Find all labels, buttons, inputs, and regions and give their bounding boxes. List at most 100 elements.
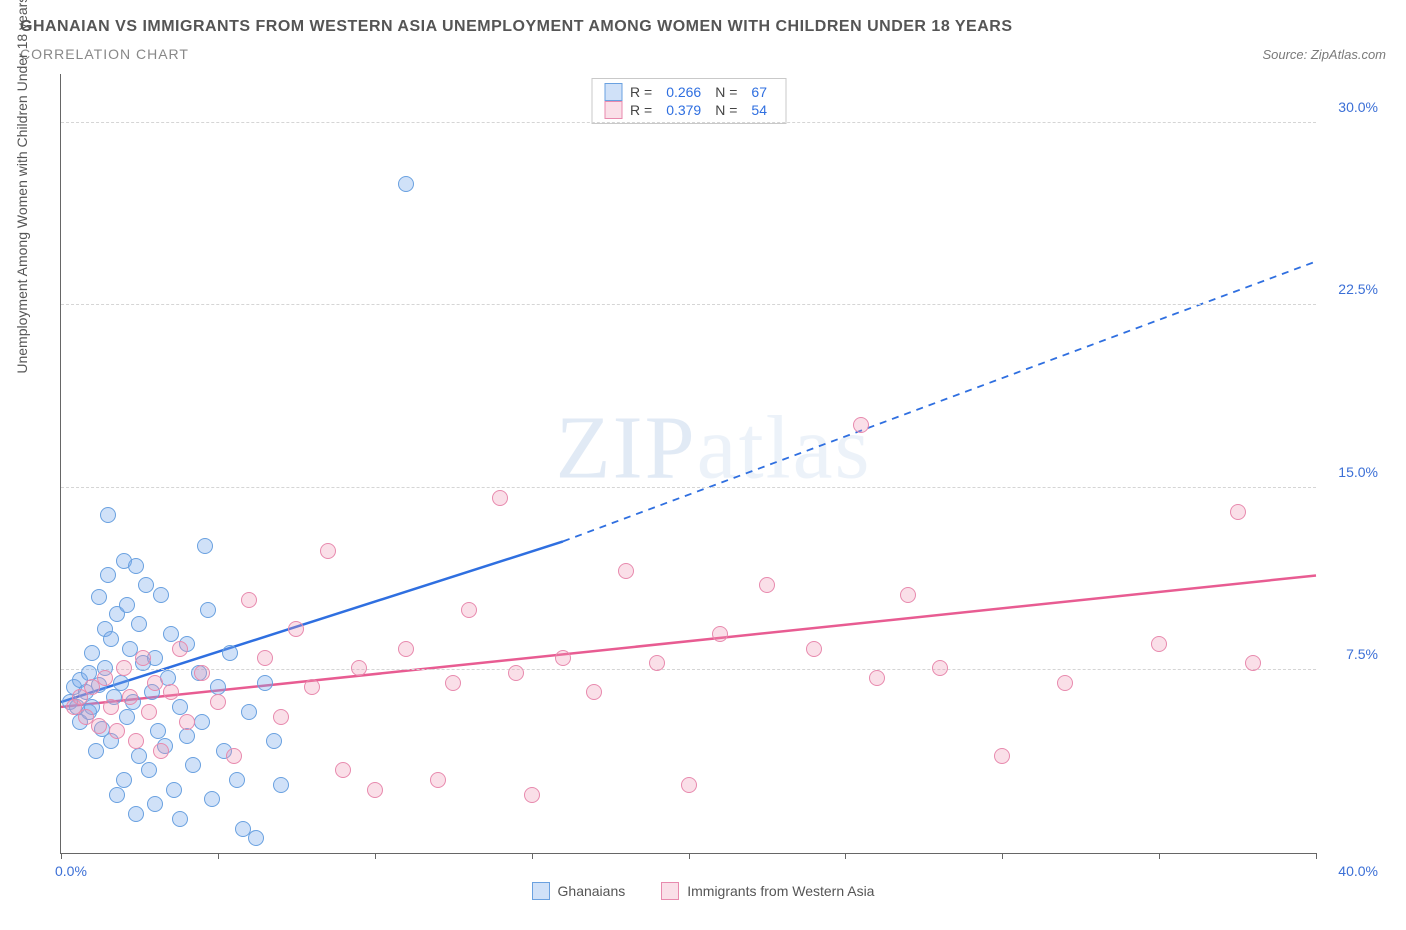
data-point (335, 762, 351, 778)
data-point (138, 577, 154, 593)
data-point (131, 748, 147, 764)
data-point (109, 723, 125, 739)
data-point (257, 675, 273, 691)
data-point (1151, 636, 1167, 652)
data-point (103, 631, 119, 647)
data-point (109, 787, 125, 803)
data-point (179, 714, 195, 730)
data-point (128, 806, 144, 822)
legend-label-ghanaians: Ghanaians (558, 883, 626, 899)
legend-label-western-asia: Immigrants from Western Asia (687, 883, 874, 899)
x-tick (1159, 853, 1160, 859)
data-point (759, 577, 775, 593)
data-point (618, 563, 634, 579)
gridline (61, 304, 1316, 305)
data-point (248, 830, 264, 846)
data-point (147, 796, 163, 812)
data-point (492, 490, 508, 506)
series-legend: Ghanaians Immigrants from Western Asia (20, 882, 1386, 900)
data-point (179, 728, 195, 744)
data-point (222, 645, 238, 661)
data-point (853, 417, 869, 433)
data-point (147, 675, 163, 691)
data-point (150, 723, 166, 739)
data-point (288, 621, 304, 637)
data-point (257, 650, 273, 666)
data-point (97, 670, 113, 686)
data-point (172, 699, 188, 715)
data-point (320, 543, 336, 559)
data-point (932, 660, 948, 676)
data-point (128, 558, 144, 574)
data-point (116, 772, 132, 788)
data-point (194, 714, 210, 730)
data-point (88, 743, 104, 759)
data-point (91, 589, 107, 605)
data-point (172, 811, 188, 827)
data-point (229, 772, 245, 788)
data-point (119, 709, 135, 725)
data-point (153, 743, 169, 759)
y-tick-label: 15.0% (1338, 464, 1378, 480)
x-tick (532, 853, 533, 859)
data-point (185, 757, 201, 773)
data-point (131, 616, 147, 632)
data-point (1245, 655, 1261, 671)
data-point (204, 791, 220, 807)
data-point (141, 704, 157, 720)
legend-swatch-ghanaians (532, 882, 550, 900)
data-point (163, 684, 179, 700)
data-point (210, 679, 226, 695)
data-point (806, 641, 822, 657)
chart-subtitle: CORRELATION CHART (20, 46, 189, 62)
data-point (555, 650, 571, 666)
y-tick-label: 30.0% (1338, 99, 1378, 115)
data-point (586, 684, 602, 700)
data-point (91, 718, 107, 734)
data-point (100, 567, 116, 583)
data-point (351, 660, 367, 676)
data-point (163, 626, 179, 642)
legend-swatch-western-asia (661, 882, 679, 900)
data-point (649, 655, 665, 671)
data-point (445, 675, 461, 691)
data-point (266, 733, 282, 749)
y-axis-label: Unemployment Among Women with Children U… (14, 0, 30, 374)
data-point (119, 597, 135, 613)
y-tick-label: 22.5% (1338, 281, 1378, 297)
data-point (508, 665, 524, 681)
data-point (113, 675, 129, 691)
data-point (994, 748, 1010, 764)
data-point (116, 660, 132, 676)
data-point (210, 694, 226, 710)
data-point (1057, 675, 1073, 691)
data-point (100, 507, 116, 523)
plot-area: ZIPatlas R = 0.266 N = 67 R = 0.379 N = … (60, 74, 1316, 854)
data-point (1230, 504, 1246, 520)
trend-lines (61, 74, 1316, 853)
data-point (712, 626, 728, 642)
data-point (122, 689, 138, 705)
data-point (273, 777, 289, 793)
x-tick (689, 853, 690, 859)
data-point (103, 699, 119, 715)
data-point (153, 587, 169, 603)
data-point (241, 592, 257, 608)
x-max-label: 40.0% (1338, 863, 1378, 879)
gridline (61, 122, 1316, 123)
gridline (61, 669, 1316, 670)
data-point (200, 602, 216, 618)
data-point (869, 670, 885, 686)
x-tick (375, 853, 376, 859)
x-tick (61, 853, 62, 859)
chart-title: GHANAIAN VS IMMIGRANTS FROM WESTERN ASIA… (20, 18, 1386, 36)
x-tick (1002, 853, 1003, 859)
data-point (166, 782, 182, 798)
legend-item-ghanaians: Ghanaians (532, 882, 626, 900)
data-point (681, 777, 697, 793)
data-point (461, 602, 477, 618)
chart-container: Unemployment Among Women with Children U… (20, 74, 1386, 900)
legend-item-western-asia: Immigrants from Western Asia (661, 882, 874, 900)
data-point (273, 709, 289, 725)
y-tick-label: 7.5% (1346, 646, 1378, 662)
